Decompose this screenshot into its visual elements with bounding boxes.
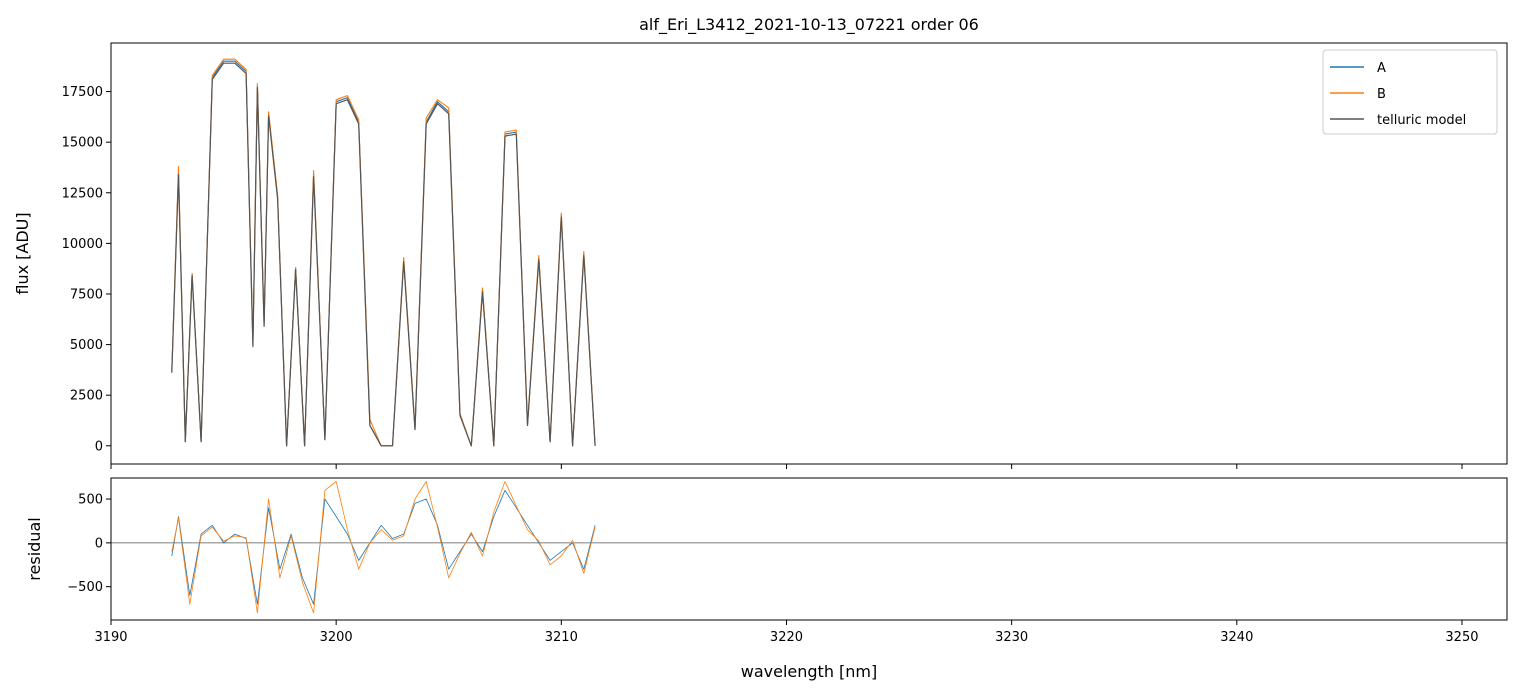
residual-xtick-label: 3190	[94, 630, 127, 645]
residual-ytick-label: −500	[67, 580, 103, 595]
residual-ytick-label: 500	[78, 493, 103, 508]
main-ytick-label: 15000	[62, 136, 103, 151]
residual-xtick-label: 3210	[545, 630, 578, 645]
main-ytick-label: 0	[95, 439, 103, 454]
series-line-b	[171, 58, 596, 447]
residual-plot-area	[111, 481, 1507, 614]
residual-xtick-label: 3230	[995, 630, 1028, 645]
residual-xtick-label: 3220	[770, 630, 803, 645]
main-ytick-label: 17500	[62, 85, 103, 100]
legend-box	[1322, 49, 1498, 135]
chart-title: alf_Eri_L3412_2021-10-13_07221 order 06	[639, 15, 979, 35]
residual-line-a	[171, 489, 596, 605]
residual-line-b	[171, 481, 596, 614]
xlabel: wavelength [nm]	[741, 662, 878, 681]
main-ytick-label: 7500	[70, 287, 103, 302]
main-ytick-label: 2500	[70, 389, 103, 404]
main-ylabel: flux [ADU]	[13, 212, 32, 294]
residual-xtick-label: 3240	[1220, 630, 1253, 645]
main-plot-area	[171, 58, 596, 447]
residual-ytick-label: 0	[95, 536, 103, 551]
legend-label: telluric model	[1377, 113, 1466, 128]
legend-label: B	[1377, 87, 1386, 102]
main-ytick-label: 12500	[62, 186, 103, 201]
main-axes-frame	[110, 42, 1508, 465]
series-line-a	[171, 60, 596, 447]
residual-axes-frame	[110, 477, 1508, 621]
main-ytick-label: 5000	[70, 338, 103, 353]
series-line-telluric-model	[171, 62, 596, 447]
main-ytick-label: 10000	[62, 237, 103, 252]
residual-xtick-label: 3250	[1445, 630, 1478, 645]
residual-xtick-label: 3200	[320, 630, 353, 645]
legend-label: A	[1377, 61, 1386, 76]
residual-ylabel: residual	[25, 517, 44, 580]
